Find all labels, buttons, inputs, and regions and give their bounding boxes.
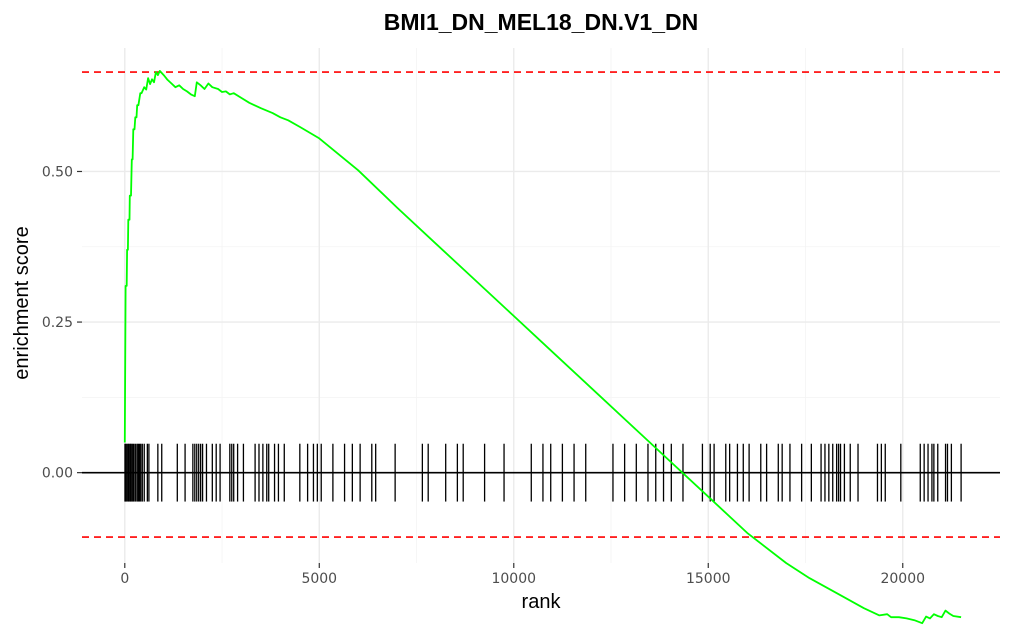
y-tick-label: 0.00 — [42, 466, 73, 482]
series-layer — [123, 70, 962, 625]
x-tick-label: 20000 — [880, 571, 925, 587]
gene-hit-marks — [124, 443, 962, 502]
y-tick-label: 0.25 — [42, 315, 73, 331]
y-axis-ticks: 0.00 0.25 0.50 — [42, 164, 82, 482]
x-tick-label: 15000 — [686, 571, 731, 587]
x-tick-label: 0 — [120, 571, 129, 587]
reference-lines — [82, 71, 1000, 538]
chart-title: BMI1_DN_MEL18_DN.V1_DN — [384, 9, 698, 35]
x-tick-label: 5000 — [301, 571, 337, 587]
y-tick-label: 0.50 — [42, 164, 73, 180]
x-axis-ticks: 0 5000 10000 15000 20000 — [120, 563, 925, 587]
x-tick-label: 10000 — [491, 571, 536, 587]
enrichment-score-line — [123, 70, 962, 625]
x-axis-title: rank — [522, 591, 562, 613]
y-axis-title: enrichment score — [11, 226, 33, 379]
